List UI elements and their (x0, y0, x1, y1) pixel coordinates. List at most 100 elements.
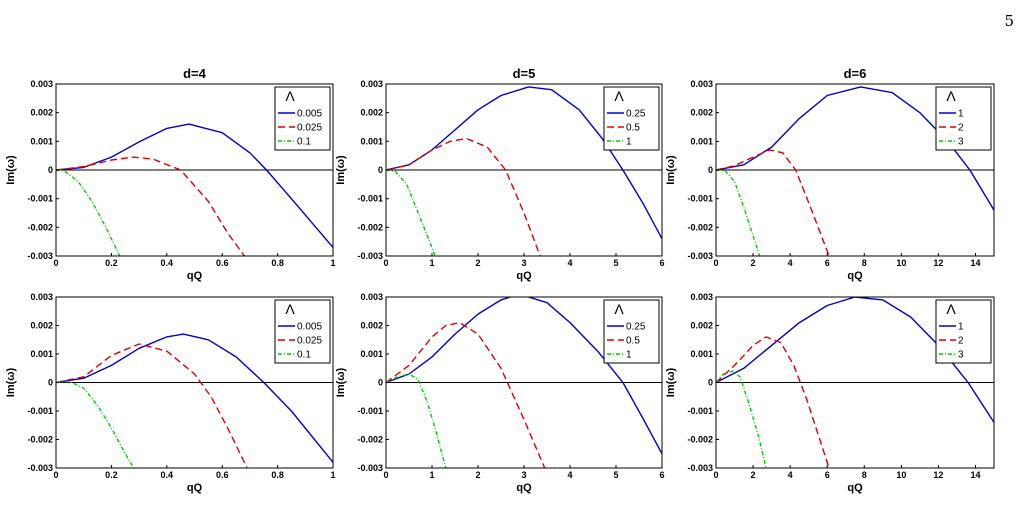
legend-box (935, 86, 992, 151)
x-tick-label: 0 (383, 470, 388, 480)
x-tick-label: 14 (970, 258, 980, 268)
series-line-2 (56, 156, 245, 256)
y-tick-label: 0.001 (30, 136, 53, 146)
x-tick-label: 4 (567, 258, 572, 268)
y-tick-label: -0.001 (27, 406, 53, 416)
series-line-1 (56, 333, 333, 463)
y-tick-label: 0.003 (690, 292, 713, 302)
legend-label: 1 (626, 137, 632, 148)
y-tick-label: 0.003 (30, 292, 53, 302)
x-tick-label: 2 (751, 258, 756, 268)
series-line-3 (716, 169, 761, 256)
legend-title: Λ (614, 301, 624, 317)
x-tick-label: 1 (330, 258, 335, 268)
x-tick-label: 6 (825, 258, 830, 268)
x-tick-label: 0 (713, 258, 718, 268)
legend-title: Λ (285, 88, 295, 104)
legend-box (274, 86, 331, 151)
x-tick-label: 8 (862, 258, 867, 268)
y-tick-label: 0 (378, 165, 383, 175)
series-line-3 (386, 373, 447, 468)
chart-panel-2: 0 1 2 3 4 5 6 -0.003 -0.002 -0.001 0 0.001 0.002 0.00… (335, 66, 665, 282)
y-tick-label: 0.002 (30, 321, 53, 331)
y-tick-label: 0.002 (690, 321, 713, 331)
legend-label: 1 (958, 109, 964, 120)
legend: Λ0.25 0.5 1 (603, 86, 660, 151)
legend-title: Λ (614, 88, 624, 104)
y-axis-label: Im(ω) (5, 155, 17, 185)
y-tick-label: 0.001 (360, 349, 383, 359)
y-axis-label: Im(ω) (665, 155, 677, 185)
legend-label: 1 (958, 322, 964, 333)
legend-label: 0.025 (297, 336, 322, 347)
x-tick-label: 0 (53, 470, 58, 480)
legend-label: 0.005 (297, 322, 322, 333)
x-tick-label: 10 (896, 470, 906, 480)
y-tick-label: -0.002 (27, 435, 53, 445)
y-tick-label: -0.001 (687, 406, 713, 416)
y-tick-label: -0.001 (687, 194, 713, 204)
x-tick-label: 1 (429, 258, 434, 268)
x-tick-label: 12 (933, 470, 943, 480)
legend: Λ1 2 3 (935, 299, 992, 364)
y-tick-label: 0 (708, 378, 713, 388)
y-tick-label: 0.001 (690, 349, 713, 359)
x-tick-label: 0 (383, 258, 388, 268)
x-tick-label: 2 (751, 470, 756, 480)
legend-label: 0.25 (626, 322, 646, 333)
y-tick-label: -0.002 (687, 222, 713, 232)
y-tick-label: 0.002 (360, 108, 383, 118)
y-axis-label: Im(ω) (335, 367, 347, 397)
x-tick-label: 1 (429, 470, 434, 480)
y-tick-label: 0 (378, 378, 383, 388)
series-line-3 (56, 380, 135, 468)
y-tick-label: -0.002 (357, 222, 383, 232)
legend: Λ0.005 0.025 0.1 (274, 86, 331, 151)
y-tick-label: 0.002 (690, 108, 713, 118)
legend-label: 0.5 (626, 336, 640, 347)
x-tick-label: 5 (613, 470, 618, 480)
chart-title: d=6 (844, 66, 867, 81)
x-tick-label: 5 (613, 258, 618, 268)
series-line-2 (386, 321, 546, 468)
series-line-2 (716, 149, 830, 256)
y-tick-label: -0.002 (27, 222, 53, 232)
y-tick-label: -0.003 (27, 463, 53, 473)
y-tick-label: 0.003 (360, 292, 383, 302)
y-tick-label: -0.002 (357, 435, 383, 445)
x-tick-label: 1 (330, 470, 335, 480)
x-axis-label: qQ (847, 482, 863, 494)
x-tick-label: 0.6 (216, 470, 229, 480)
page-number: 5 (1004, 12, 1014, 30)
x-tick-label: 0.8 (271, 470, 284, 480)
legend-label: 2 (958, 336, 964, 347)
legend-box (274, 299, 331, 364)
y-tick-label: -0.003 (357, 251, 383, 261)
y-tick-label: -0.002 (687, 435, 713, 445)
y-tick-label: 0.003 (30, 79, 53, 89)
y-tick-label: 0.001 (360, 136, 383, 146)
legend-label: 0.005 (297, 109, 322, 120)
legend-label: 0.25 (626, 109, 646, 120)
y-tick-label: 0.002 (30, 108, 53, 118)
chart-title: d=5 (513, 66, 536, 81)
x-tick-label: 10 (896, 258, 906, 268)
x-tick-label: 4 (788, 470, 793, 480)
series-line-3 (386, 169, 436, 256)
x-tick-label: 3 (521, 258, 526, 268)
legend-label: 0.025 (297, 123, 322, 134)
legend-label: 0.5 (626, 123, 640, 134)
y-tick-label: -0.003 (357, 463, 383, 473)
series-line-2 (56, 343, 248, 468)
legend-label: 0.1 (297, 350, 311, 361)
chart-panel-3: 0 2 4 6 8 10 12 14-0.003-0.002-0.00100.0010.002… (665, 66, 995, 282)
y-tick-label: 0.003 (360, 79, 383, 89)
series-line-1 (386, 297, 662, 455)
legend-title: Λ (946, 88, 956, 104)
x-tick-label: 4 (567, 470, 572, 480)
y-tick-label: -0.003 (687, 251, 713, 261)
legend: Λ0.005 0.025 0.1 (274, 299, 331, 364)
legend-box (935, 299, 992, 364)
y-axis-label: Im(ω) (335, 155, 347, 185)
x-axis-label: qQ (516, 482, 532, 494)
